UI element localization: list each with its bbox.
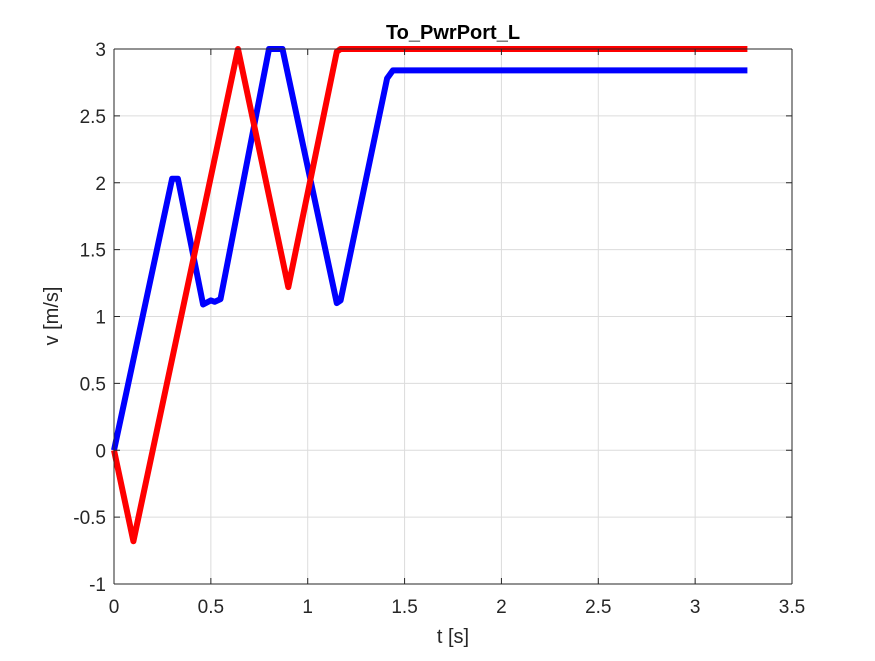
y-tick-label: -1 <box>89 575 106 596</box>
y-tick-label: 3 <box>95 40 106 61</box>
y-axis-label: v [m/s] <box>41 287 63 346</box>
y-tick-label: 0.5 <box>80 374 106 395</box>
x-tick-label: 2.5 <box>585 597 611 618</box>
y-tick-label: 1 <box>95 308 106 329</box>
x-tick-label: 3.5 <box>779 597 805 618</box>
y-tick-label: 2.5 <box>80 107 106 128</box>
y-tick-label: -0.5 <box>73 508 106 529</box>
x-tick-label: 2 <box>496 597 507 618</box>
ticks: 0 0.5 1 1.5 2 2.5 3 3.5 -1 -0.5 0 0.5 1 1.5 2 2.5 3 <box>73 40 805 618</box>
x-tick-label: 1 <box>302 597 313 618</box>
y-tick-label: 0 <box>95 441 106 462</box>
y-tick-label: 2 <box>95 174 106 195</box>
y-tick-label: 1.5 <box>80 241 106 262</box>
x-tick-label: 3 <box>690 597 701 618</box>
chart-title: To_PwrPort_L <box>386 22 520 44</box>
x-tick-label: 0.5 <box>198 597 224 618</box>
x-axis-label: t [s] <box>437 626 469 648</box>
x-tick-label: 0 <box>109 597 120 618</box>
x-tick-label: 1.5 <box>391 597 417 618</box>
